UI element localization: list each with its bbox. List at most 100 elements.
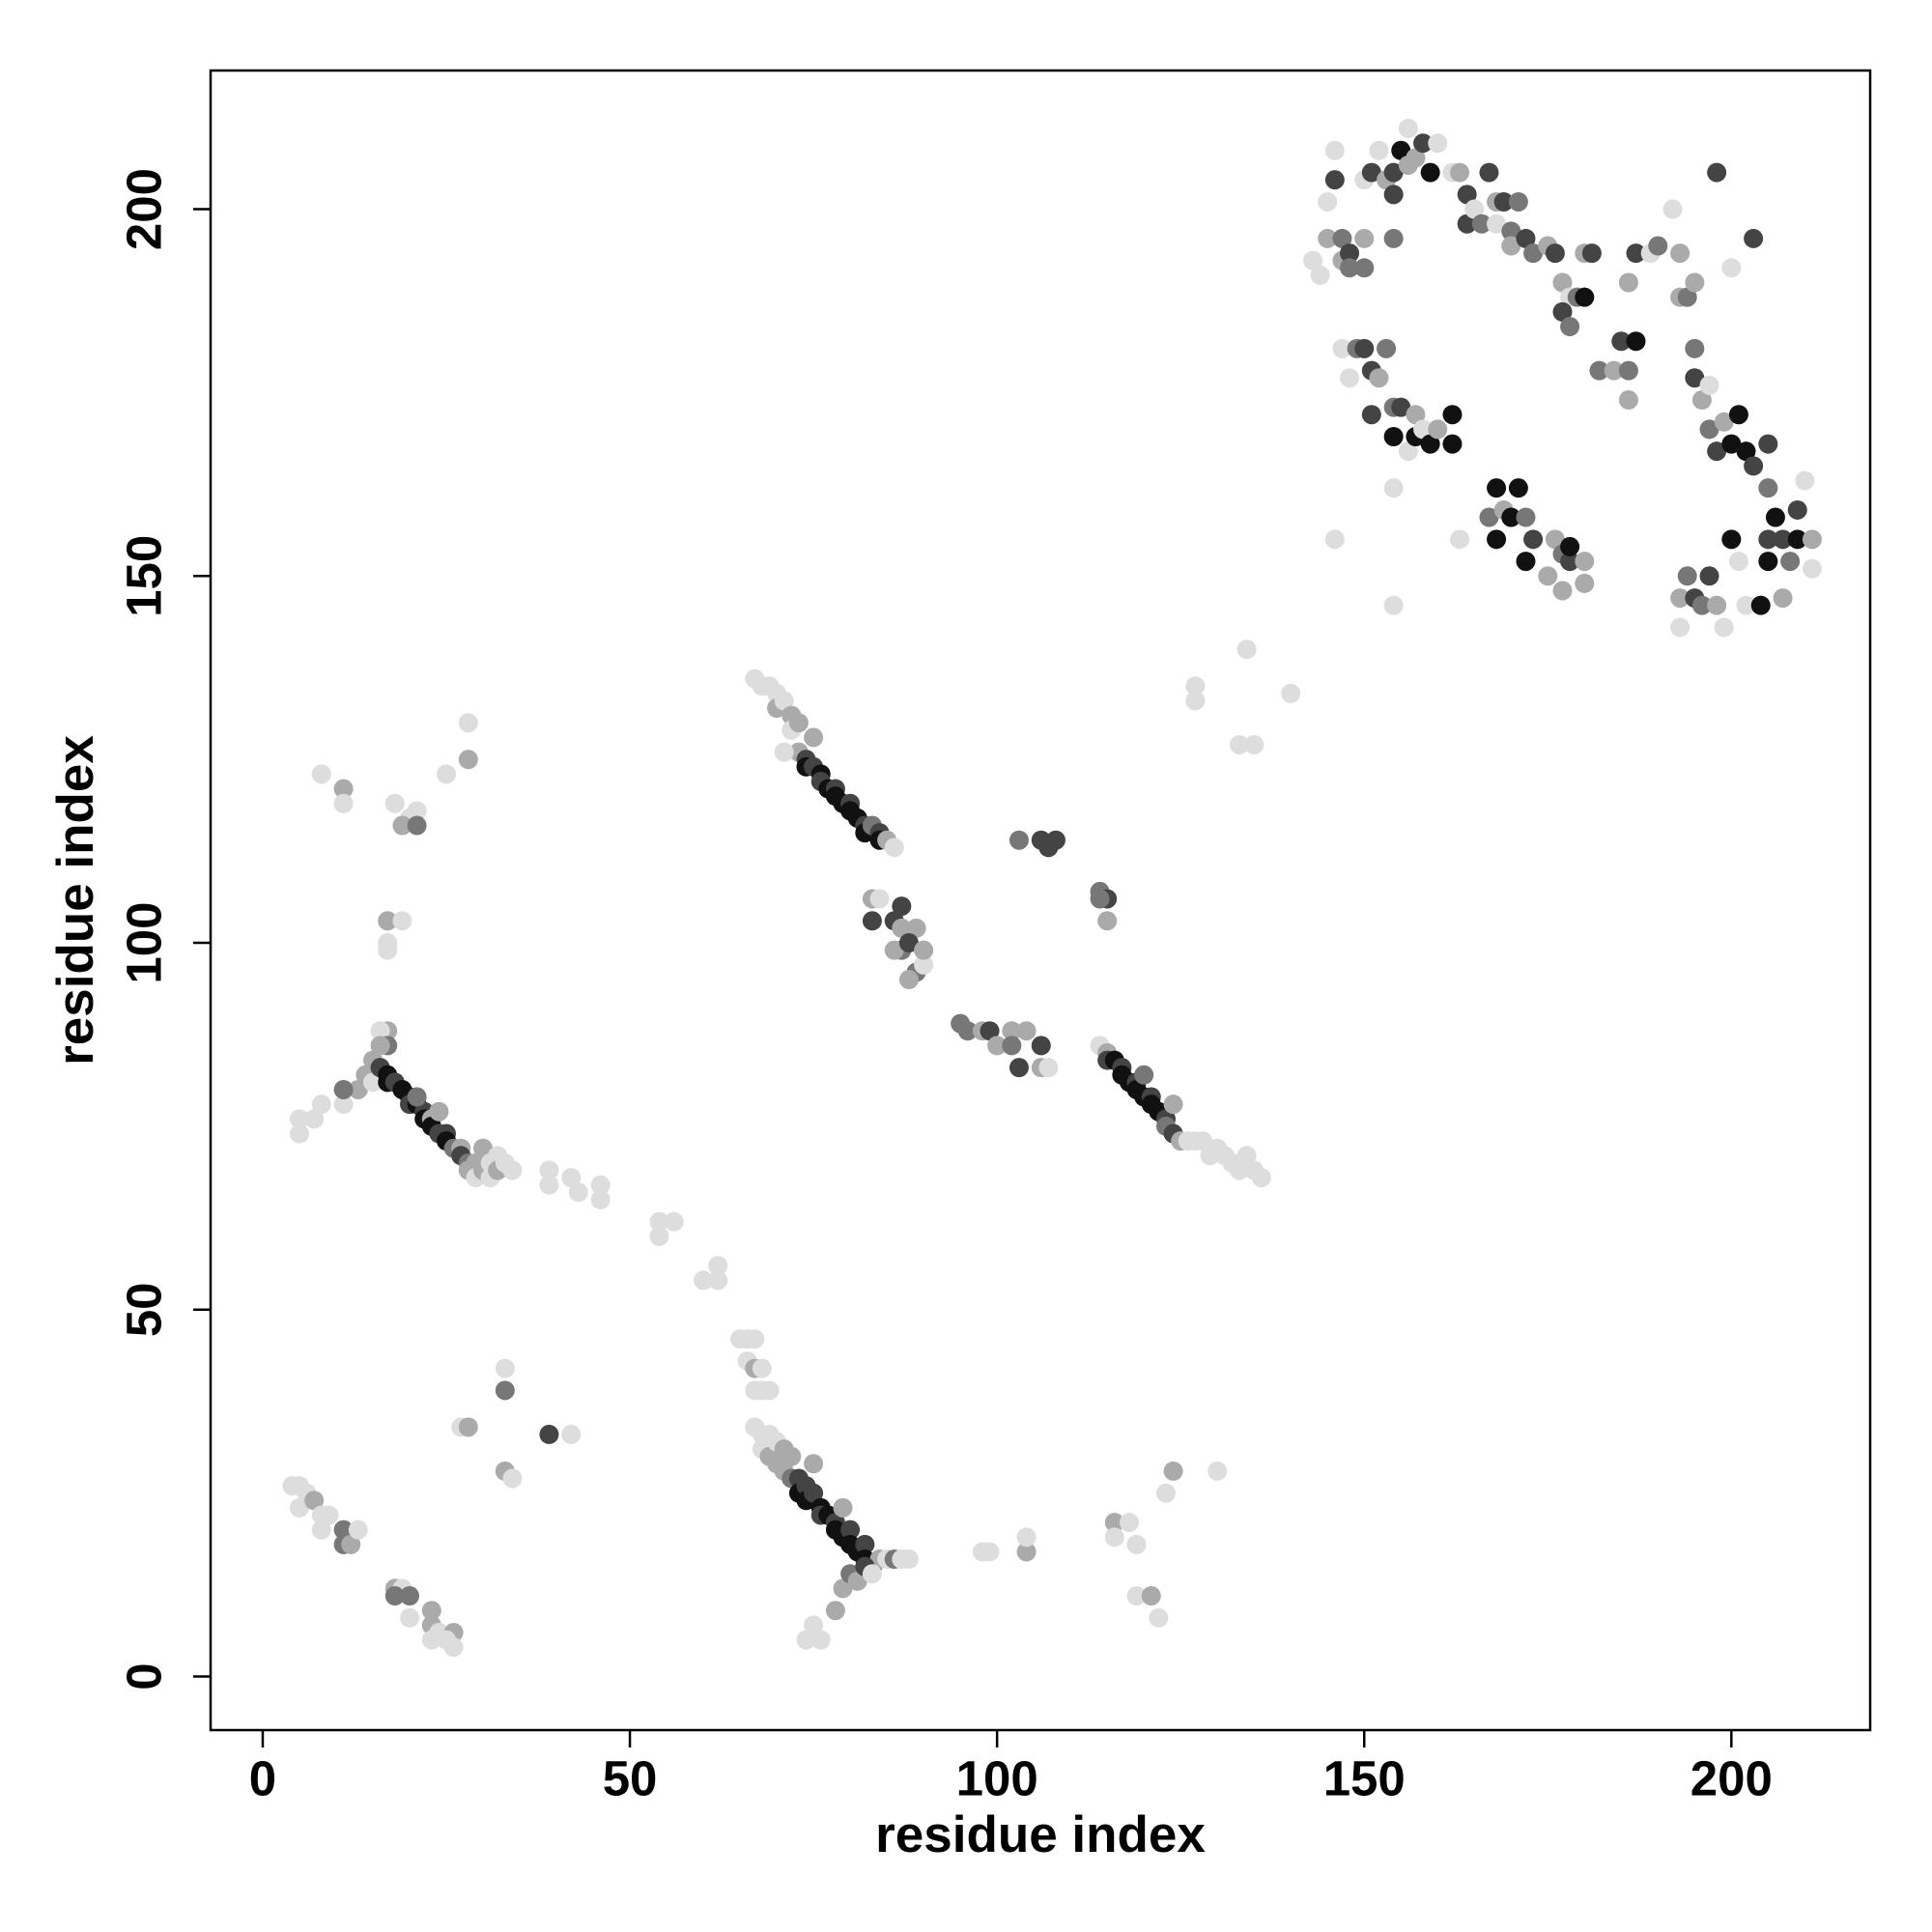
contact-point [458,713,478,733]
contact-point [1677,566,1697,586]
contact-point [1758,552,1778,572]
contact-point [1501,221,1521,242]
contact-point [898,970,919,990]
contact-point [1332,338,1352,358]
contact-point [1031,1036,1051,1056]
contact-point [884,838,904,858]
contact-point [1141,1586,1161,1606]
contact-point [1508,478,1528,498]
contact-point [1736,595,1756,615]
contact-point [884,940,904,960]
contact-point [752,1358,772,1378]
contact-point [1354,228,1375,248]
contact-point [1236,1146,1257,1166]
contact-point [1699,566,1719,586]
contact-point [333,1094,354,1115]
y-tick-label: 50 [116,1282,171,1337]
contact-point [289,1109,309,1129]
contact-point [1045,830,1065,850]
contact-point [774,742,794,762]
contact-point [1377,338,1397,358]
contact-point [1318,228,1338,248]
contact-point [1677,287,1697,307]
contact-point [1611,331,1632,352]
contact-point [407,815,427,836]
contact-point [392,815,412,836]
contact-point [1406,148,1426,168]
contact-point [1560,317,1580,337]
contact-point [1134,1065,1154,1085]
contact-point [1670,243,1690,264]
contact-point [1310,265,1330,285]
contact-point [980,1021,1000,1041]
contact-point [289,1123,309,1144]
contact-point [980,1542,1000,1562]
contact-point [1163,1094,1183,1115]
contact-point [1736,441,1756,462]
contact-point [1618,360,1638,381]
contact-point [1230,734,1250,754]
contact-point [429,1101,449,1122]
contact-point [495,1380,515,1401]
contact-point [502,1160,523,1180]
contact-point [1707,595,1727,615]
contact-point [1728,552,1748,572]
contact-point [1442,405,1463,425]
contact-point [1016,1021,1037,1041]
contact-point [1002,1021,1022,1041]
contact-point [759,1380,780,1401]
contact-point [1618,390,1638,411]
contact-point [1699,375,1719,395]
contact-point [1487,529,1507,550]
contact-point [1340,258,1360,278]
contact-point [1420,162,1440,183]
contact-point [1383,228,1404,248]
contact-point [378,940,398,960]
contact-point [1479,507,1499,527]
contact-point [384,1586,405,1606]
contact-point [1340,243,1360,264]
contact-point [1398,441,1418,462]
contact-point [664,1211,684,1232]
contact-point [1155,1483,1176,1503]
contact-point [1104,1527,1124,1548]
contact-point [400,1607,420,1628]
contact-point [333,793,354,813]
contact-point [1016,1527,1037,1548]
contact-point [341,1534,361,1554]
contact-point [590,1189,611,1209]
contact-point [1545,243,1565,264]
contact-point [392,911,412,931]
contact-point [1038,1058,1059,1078]
contact-point [1251,1168,1271,1188]
y-tick-label: 200 [116,168,171,250]
contact-point [1721,258,1742,278]
contact-point [862,1564,882,1584]
contact-point [1685,338,1705,358]
contact-point [1721,529,1742,550]
contact-point [810,1630,831,1650]
contact-point [862,911,882,931]
x-tick-label: 0 [249,1750,276,1805]
contact-point [1523,529,1544,550]
y-axis-label: residue index [47,735,104,1065]
contact-point [1487,213,1507,234]
contact-point [1303,250,1323,270]
contact-point [421,1601,441,1621]
contact-point [1450,529,1470,550]
contact-point [362,1072,383,1093]
contact-point [473,1138,494,1158]
contact-point [561,1168,582,1188]
contact-point [1552,301,1573,322]
contact-point [561,1424,582,1444]
contact-point [1501,507,1521,527]
contact-point [1707,441,1727,462]
contact-point [1758,529,1778,550]
contact-point [1744,456,1764,476]
contact-point [1707,162,1727,183]
contact-point [1691,390,1712,411]
contact-point [1721,434,1742,454]
contact-point [781,1446,802,1466]
contact-point [1383,595,1404,615]
